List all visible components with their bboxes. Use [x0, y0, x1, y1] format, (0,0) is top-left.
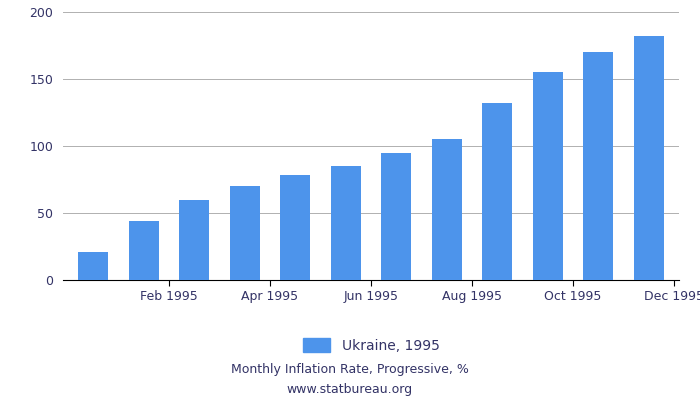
- Text: Monthly Inflation Rate, Progressive, %: Monthly Inflation Rate, Progressive, %: [231, 364, 469, 376]
- Bar: [330, 166, 361, 280]
- Bar: [129, 221, 159, 280]
- Legend: Ukraine, 1995: Ukraine, 1995: [297, 332, 445, 358]
- Bar: [179, 200, 209, 280]
- Text: www.statbureau.org: www.statbureau.org: [287, 384, 413, 396]
- Bar: [381, 153, 412, 280]
- Bar: [533, 72, 563, 280]
- Bar: [230, 186, 260, 280]
- Bar: [482, 103, 512, 280]
- Bar: [78, 252, 108, 280]
- Bar: [432, 139, 462, 280]
- Bar: [634, 36, 664, 280]
- Bar: [583, 52, 613, 280]
- Bar: [280, 176, 310, 280]
